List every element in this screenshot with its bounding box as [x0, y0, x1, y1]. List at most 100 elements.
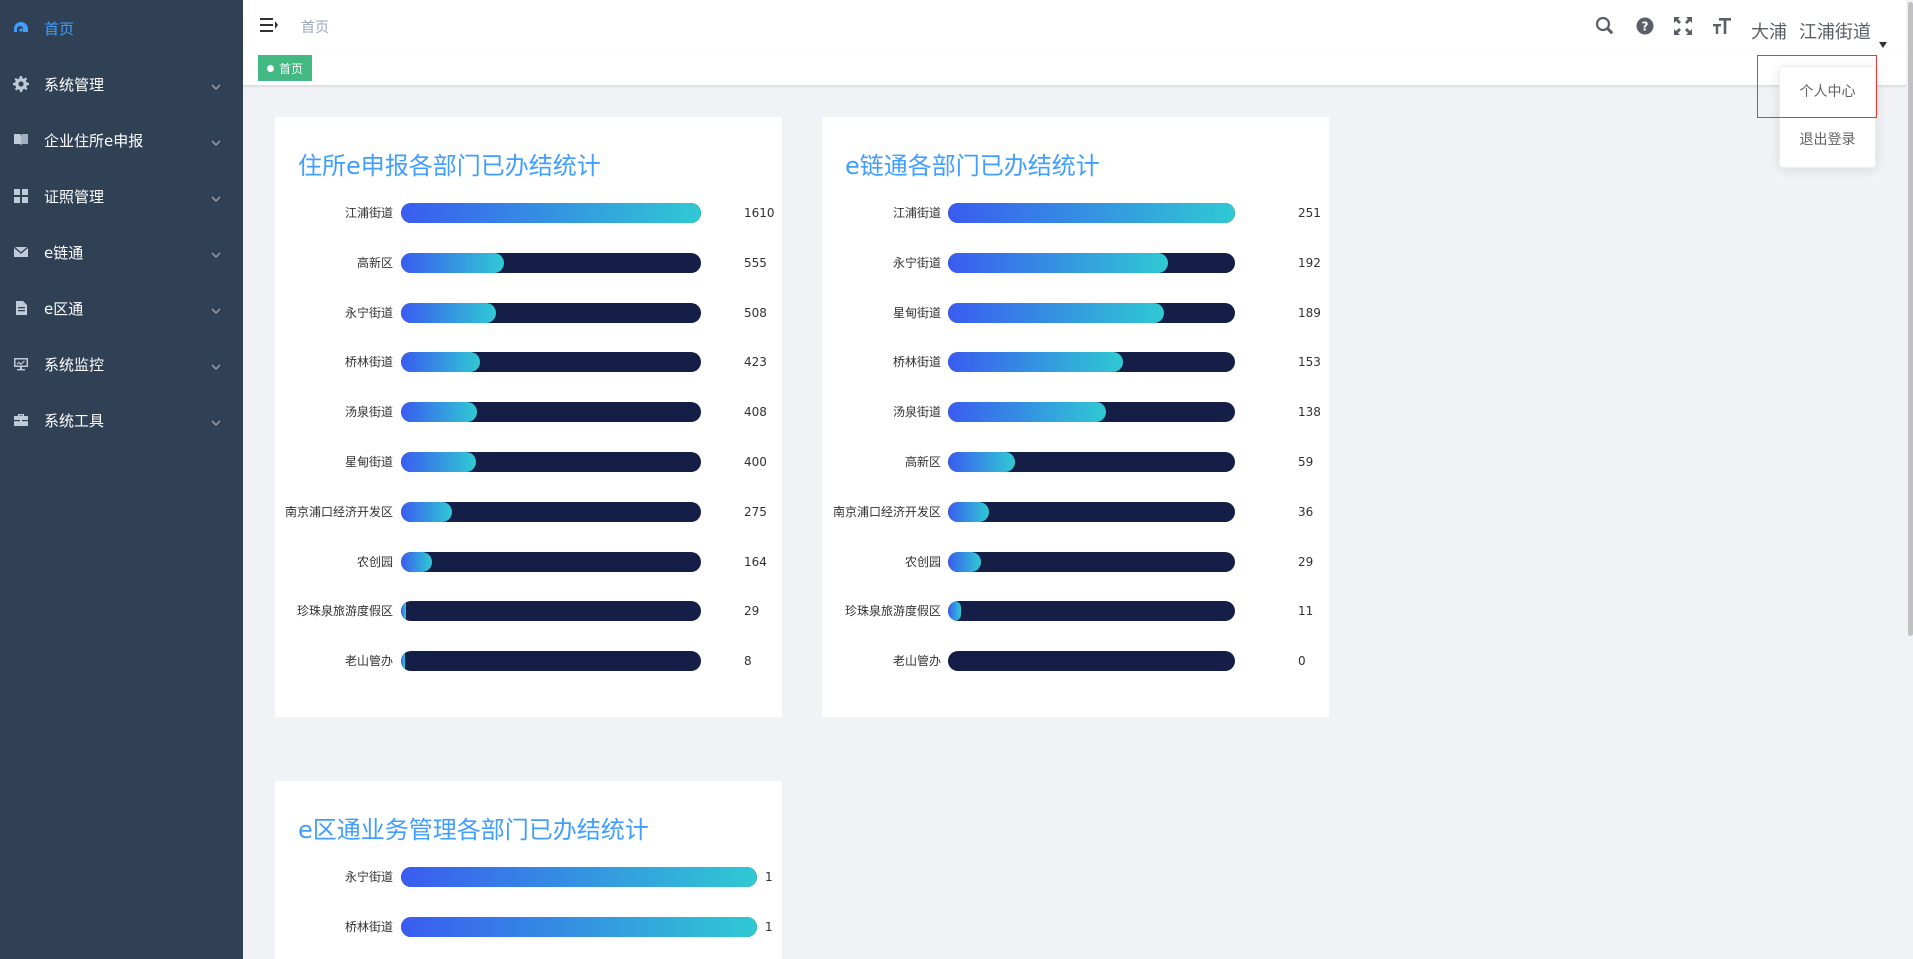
- bar-track: [948, 402, 1235, 422]
- bar-label: 永宁街道: [344, 306, 393, 320]
- bar-track: [401, 352, 701, 372]
- sidebar-item-label: e链通: [44, 243, 84, 262]
- fullscreen-icon[interactable]: [1672, 15, 1694, 37]
- bar-label: 桥林街道: [344, 920, 393, 934]
- bar: [948, 253, 1168, 273]
- bar-label: 农创园: [904, 555, 941, 569]
- bar: [948, 352, 1123, 372]
- scrollbar-thumb[interactable]: [1908, 2, 1913, 636]
- bar-label: 桥林街道: [344, 355, 393, 369]
- grid-icon: [12, 187, 30, 205]
- sidebar-item-6[interactable]: 系统监控: [0, 336, 243, 392]
- bar-track: [401, 601, 701, 621]
- search-icon[interactable]: [1594, 15, 1616, 37]
- bar-label: 桥林街道: [892, 355, 941, 369]
- sidebar-item-4[interactable]: e链通: [0, 224, 243, 280]
- sidebar-item-0[interactable]: 首页: [0, 0, 243, 56]
- navbar: 首页: [243, 0, 1913, 52]
- bar-value-label: 1: [765, 920, 773, 934]
- bar-label: 老山管办: [344, 654, 393, 668]
- bar-value-label: 192: [1298, 256, 1321, 270]
- bar-track: [401, 502, 701, 522]
- bar-value-label: 1: [765, 870, 773, 884]
- bar-label: 永宁街道: [344, 870, 393, 884]
- bar: [401, 552, 432, 572]
- svg-text:?: ?: [1642, 20, 1649, 34]
- highlight-box: [1757, 55, 1877, 118]
- bar: [948, 452, 1016, 472]
- tag-home[interactable]: 首页: [258, 55, 313, 81]
- bar-label: 星甸街道: [892, 306, 941, 320]
- bar-track: [401, 402, 701, 422]
- bar-track: [948, 452, 1235, 472]
- sidebar: 首页系统管理企业住所e申报证照管理 e链通 e区通系统监控系统工具: [0, 0, 243, 959]
- monitor-icon: [12, 355, 30, 373]
- bar: [401, 917, 757, 937]
- bar-value-label: 153: [1298, 355, 1321, 369]
- bar-track: [948, 601, 1235, 621]
- bar: [401, 867, 757, 887]
- sidebar-item-7[interactable]: 系统工具: [0, 392, 243, 448]
- sidebar-item-label: 系统工具: [44, 411, 105, 430]
- bar: [401, 203, 701, 223]
- bar-value-label: 508: [744, 306, 767, 320]
- bar-value-label: 36: [1298, 505, 1314, 519]
- bar-track: [948, 552, 1235, 572]
- bar-track: [401, 867, 757, 887]
- tag-dot-icon: [267, 64, 274, 72]
- bar-value-label: 1610: [744, 206, 775, 220]
- bar-track: [948, 651, 1235, 671]
- bar-track: [401, 452, 701, 472]
- bar-value-label: 138: [1298, 405, 1321, 419]
- question-icon[interactable]: ?: [1634, 15, 1656, 37]
- bar: [401, 452, 476, 472]
- bar-value-label: 29: [744, 604, 760, 618]
- document-icon: [12, 299, 30, 317]
- caret-down-icon[interactable]: [1879, 33, 1887, 48]
- hamburger-icon[interactable]: [260, 16, 278, 34]
- sidebar-item-3[interactable]: 证照管理: [0, 168, 243, 224]
- bar-track: [401, 651, 701, 671]
- bar-label: 高新区: [356, 256, 393, 270]
- sidebar-item-label: 系统管理: [44, 75, 105, 94]
- dashboard-icon: [12, 19, 30, 37]
- chart-title-3: e区通业务管理各部门已办结统计: [298, 816, 649, 844]
- bar-value-label: 400: [744, 455, 767, 469]
- bar-value-label: 408: [744, 405, 767, 419]
- bar-label: 珍珠泉旅游度假区: [296, 604, 393, 618]
- bar-label: 高新区: [904, 455, 941, 469]
- chevron-down-icon: [211, 302, 221, 315]
- user-menu-trigger[interactable]: 大浦 江浦街道: [1751, 18, 1871, 44]
- bar-value-label: 164: [744, 555, 767, 569]
- chevron-down-icon: [211, 134, 221, 147]
- bar: [401, 402, 478, 422]
- dropdown-item-profile[interactable]: 个人中心: [1799, 84, 1856, 100]
- chevron-down-icon: [211, 78, 221, 91]
- sidebar-item-label: 首页: [44, 19, 75, 38]
- sidebar-item-1[interactable]: 系统管理: [0, 56, 243, 112]
- toolbox-icon: [12, 411, 30, 429]
- sidebar-item-label: 企业住所e申报: [44, 131, 144, 150]
- chevron-down-icon: [211, 414, 221, 427]
- bar: [948, 601, 961, 621]
- dropdown-item-logout[interactable]: 退出登录: [1799, 132, 1856, 148]
- bar-label: 农创园: [356, 555, 393, 569]
- sidebar-item-label: e区通: [44, 299, 84, 318]
- user-name-1: 大浦: [1751, 22, 1787, 43]
- font-size-icon[interactable]: [1711, 15, 1733, 37]
- bar-value-label: 423: [744, 355, 767, 369]
- bar: [401, 253, 505, 273]
- bar-value-label: 8: [744, 654, 752, 668]
- sidebar-menu: 首页系统管理企业住所e申报证照管理 e链通 e区通系统监控系统工具: [0, 0, 243, 448]
- bar: [401, 651, 405, 671]
- bar-track: [401, 552, 701, 572]
- chevron-down-icon: [211, 358, 221, 371]
- bar-label: 汤泉街道: [344, 405, 393, 419]
- sidebar-item-2[interactable]: 企业住所e申报: [0, 112, 243, 168]
- gear-icon: [12, 75, 30, 93]
- bar-label: 珍珠泉旅游度假区: [844, 604, 941, 618]
- bar: [401, 352, 480, 372]
- chart-title-1: 住所e申报各部门已办结统计: [298, 152, 601, 180]
- sidebar-item-5[interactable]: e区通: [0, 280, 243, 336]
- user-name-2: 江浦街道: [1799, 22, 1871, 43]
